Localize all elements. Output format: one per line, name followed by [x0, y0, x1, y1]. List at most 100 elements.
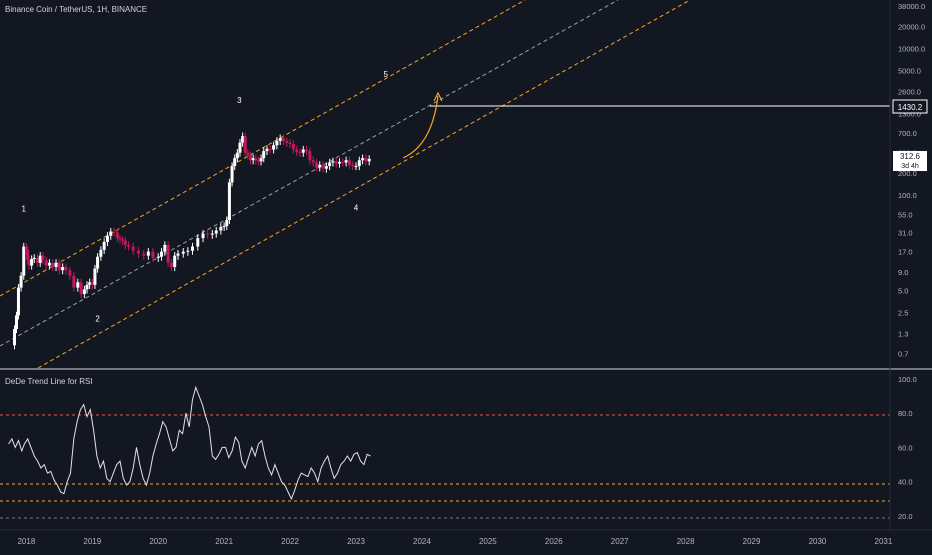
- candle-body[interactable]: [288, 142, 292, 144]
- candle-body[interactable]: [230, 166, 234, 183]
- candle-body[interactable]: [96, 256, 100, 269]
- candle-body[interactable]: [57, 262, 61, 271]
- candle-body[interactable]: [241, 136, 245, 143]
- candle-body[interactable]: [285, 140, 289, 143]
- candle-body[interactable]: [121, 239, 125, 241]
- candle-body[interactable]: [338, 161, 342, 164]
- candle-body[interactable]: [14, 315, 18, 330]
- candle-body[interactable]: [191, 246, 195, 251]
- candle-body[interactable]: [61, 267, 65, 271]
- candle-body[interactable]: [142, 253, 146, 256]
- candle-body[interactable]: [214, 230, 218, 234]
- candle-body[interactable]: [68, 270, 72, 276]
- candle-body[interactable]: [265, 148, 269, 152]
- candle-body[interactable]: [186, 250, 190, 252]
- candle-body[interactable]: [196, 238, 200, 247]
- candle-body[interactable]: [54, 262, 58, 268]
- candle-body[interactable]: [318, 164, 322, 168]
- candle-body[interactable]: [357, 160, 361, 167]
- candle-body[interactable]: [351, 164, 355, 167]
- candle-body[interactable]: [30, 259, 34, 266]
- channel-middle-line[interactable]: [0, 0, 619, 347]
- candle-body[interactable]: [256, 160, 260, 162]
- candle-body[interactable]: [334, 161, 338, 164]
- candle-body[interactable]: [146, 251, 150, 256]
- candle-body[interactable]: [127, 244, 131, 247]
- candle-body[interactable]: [131, 246, 135, 251]
- candle-body[interactable]: [251, 158, 255, 161]
- candle-body[interactable]: [361, 158, 365, 161]
- candle-body[interactable]: [173, 255, 177, 268]
- candle-body[interactable]: [222, 226, 226, 228]
- time-axis[interactable]: 2018 2019 2020 2021 2022 2023 2024 2025 2026 2027…: [17, 537, 892, 546]
- candle-body[interactable]: [160, 251, 164, 257]
- candle-body[interactable]: [88, 282, 92, 285]
- candle-body[interactable]: [225, 219, 229, 227]
- candle-body[interactable]: [24, 246, 28, 250]
- rsi-line[interactable]: [8, 385, 371, 501]
- candle-body[interactable]: [26, 249, 30, 261]
- candle-body[interactable]: [331, 161, 335, 163]
- channel-upper-line[interactable]: [0, 0, 526, 297]
- candle-body[interactable]: [151, 251, 155, 258]
- candle-body[interactable]: [314, 162, 318, 168]
- candle-body[interactable]: [275, 140, 279, 146]
- candle-body[interactable]: [311, 160, 315, 163]
- candle-body[interactable]: [44, 260, 48, 266]
- candle-body[interactable]: [328, 162, 332, 167]
- candle-body[interactable]: [354, 166, 358, 168]
- candle-body[interactable]: [347, 160, 351, 165]
- indicator-title[interactable]: DeDe Trend Line for RSI: [5, 377, 93, 386]
- candle-body[interactable]: [278, 138, 282, 141]
- candle-body[interactable]: [136, 250, 140, 254]
- candle-body[interactable]: [259, 158, 263, 162]
- candle-body[interactable]: [181, 251, 185, 254]
- candle-body[interactable]: [166, 244, 170, 263]
- candle-body[interactable]: [99, 249, 103, 257]
- candle-body[interactable]: [233, 158, 237, 167]
- symbol-title[interactable]: Binance Coin / TetherUS, 1H, BINANCE: [5, 5, 147, 14]
- candle-body[interactable]: [51, 262, 55, 268]
- candle-body[interactable]: [47, 262, 51, 266]
- candle-body[interactable]: [79, 282, 83, 295]
- candle-body[interactable]: [76, 282, 80, 288]
- candle-body[interactable]: [238, 142, 242, 153]
- candle-body[interactable]: [22, 246, 26, 276]
- candle-body[interactable]: [281, 138, 285, 141]
- candle-body[interactable]: [272, 145, 276, 150]
- candle-body[interactable]: [16, 287, 20, 316]
- candle-body[interactable]: [324, 166, 328, 169]
- candle-body[interactable]: [27, 260, 31, 266]
- candle-body[interactable]: [163, 244, 167, 252]
- candle-body[interactable]: [156, 256, 160, 258]
- candle-body[interactable]: [246, 152, 250, 156]
- candle-body[interactable]: [243, 136, 247, 153]
- candle-body[interactable]: [169, 262, 173, 268]
- candle-body[interactable]: [210, 233, 214, 235]
- candle-body[interactable]: [235, 152, 239, 159]
- candle-body[interactable]: [19, 275, 23, 288]
- candle-body[interactable]: [268, 148, 272, 150]
- candle-body[interactable]: [254, 158, 258, 161]
- candle-body[interactable]: [105, 235, 109, 243]
- candle-body[interactable]: [201, 233, 205, 239]
- candle-body[interactable]: [262, 151, 266, 159]
- candle-body[interactable]: [115, 232, 119, 239]
- candle-body[interactable]: [102, 242, 106, 250]
- rsi-axis[interactable]: 100.0 80.0 60.0 40.0 20.0: [898, 375, 917, 521]
- trend-channel[interactable]: [0, 0, 691, 369]
- candle-body[interactable]: [109, 231, 113, 236]
- candle-body[interactable]: [305, 149, 309, 152]
- candles-group[interactable]: [13, 132, 371, 350]
- candle-body[interactable]: [364, 158, 368, 162]
- candle-body[interactable]: [93, 268, 97, 285]
- candle-body[interactable]: [64, 267, 68, 271]
- candle-body[interactable]: [123, 240, 127, 245]
- projection-arc[interactable]: [402, 95, 439, 159]
- candle-body[interactable]: [249, 155, 253, 161]
- candle-body[interactable]: [38, 255, 42, 263]
- candle-body[interactable]: [298, 151, 302, 153]
- candle-body[interactable]: [321, 164, 325, 169]
- candle-body[interactable]: [176, 253, 180, 256]
- candle-body[interactable]: [36, 257, 40, 263]
